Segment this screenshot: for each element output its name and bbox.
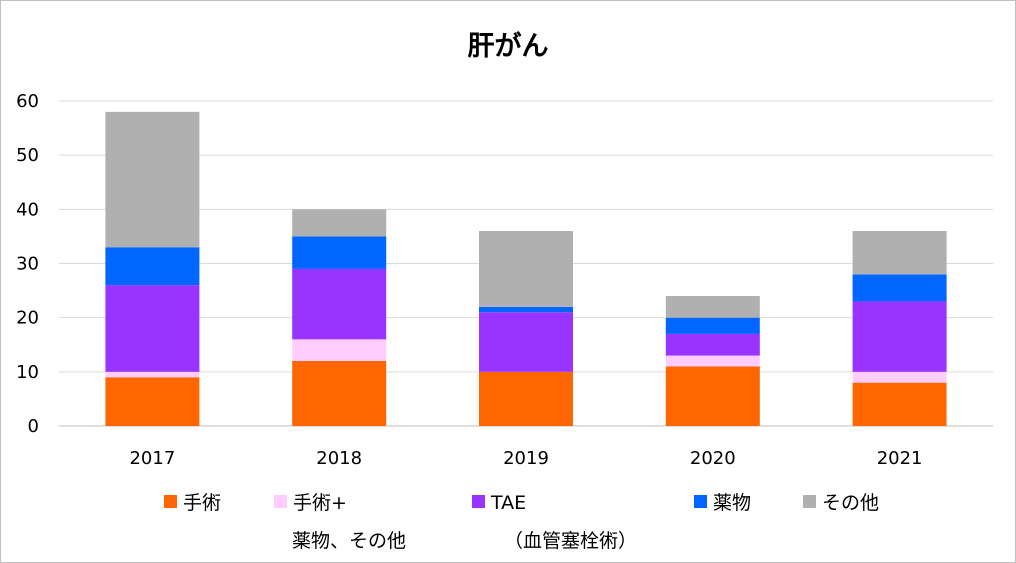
bar-segment: [479, 371, 573, 426]
legend-item: TAE （血管塞栓術）: [472, 492, 637, 552]
y-axis-ticks: 0 10 20 30 40 50 60: [16, 91, 39, 437]
legend-swatch: [803, 495, 816, 508]
legend-label: TAE: [490, 492, 526, 514]
bar-segment: [479, 231, 573, 307]
legend-label: その他: [822, 492, 879, 514]
y-tick-label: 0: [28, 416, 39, 437]
legend-label: （血管塞栓術）: [504, 530, 637, 552]
legend-swatch: [274, 495, 287, 508]
bar-segment: [292, 339, 387, 361]
legend-item: その他: [803, 492, 879, 514]
legend-item: 手術+ 薬物、その他: [274, 492, 406, 552]
bar-segment: [665, 366, 760, 426]
y-tick-label: 10: [16, 362, 39, 383]
y-tick-label: 40: [16, 199, 39, 220]
legend-swatch: [694, 495, 707, 508]
bar-segment: [292, 236, 387, 269]
legend-item: 手術: [164, 492, 221, 514]
bar-segment: [105, 377, 200, 426]
legend-item: 薬物: [694, 492, 751, 514]
y-tick-label: 20: [16, 308, 39, 329]
x-tick-label: 2017: [129, 448, 175, 469]
legend-label: 手術+: [293, 492, 347, 514]
bar-segment: [665, 333, 760, 356]
bar-segment: [852, 274, 947, 302]
bar-segment: [852, 231, 947, 275]
bar-segment: [665, 296, 760, 318]
legend: 手術 手術+ 薬物、その他 TAE （血管塞栓術） 薬物 その他: [164, 492, 879, 552]
bar-segment: [479, 312, 573, 372]
bar-segment: [105, 111, 200, 248]
y-tick-label: 60: [16, 91, 39, 112]
legend-label: 薬物: [713, 492, 751, 514]
bar-segment: [852, 382, 947, 426]
x-tick-label: 2019: [503, 448, 549, 469]
x-tick-label: 2020: [690, 448, 736, 469]
bar-segment: [852, 301, 947, 372]
x-tick-label: 2018: [316, 448, 362, 469]
y-tick-label: 30: [16, 254, 39, 275]
bars: [105, 111, 947, 426]
legend-swatch: [472, 495, 485, 508]
bar-segment: [292, 268, 387, 340]
legend-swatch: [164, 495, 177, 508]
bar-segment: [852, 371, 947, 383]
bar-segment: [292, 361, 387, 426]
bar-segment: [665, 317, 760, 334]
x-tick-label: 2021: [877, 448, 923, 469]
bar-segment: [665, 355, 760, 367]
bar-segment: [105, 285, 200, 372]
x-axis-ticks: 2017 2018 2019 2020 2021: [129, 448, 922, 469]
legend-label: 手術: [183, 492, 221, 514]
bar-segment: [292, 209, 387, 237]
legend-label: 薬物、その他: [292, 530, 406, 552]
bar-segment: [105, 247, 200, 286]
y-tick-label: 50: [16, 145, 39, 166]
bar-segment: [479, 306, 573, 313]
chart-title: 肝がん: [468, 30, 549, 62]
bar-segment: [105, 371, 200, 378]
